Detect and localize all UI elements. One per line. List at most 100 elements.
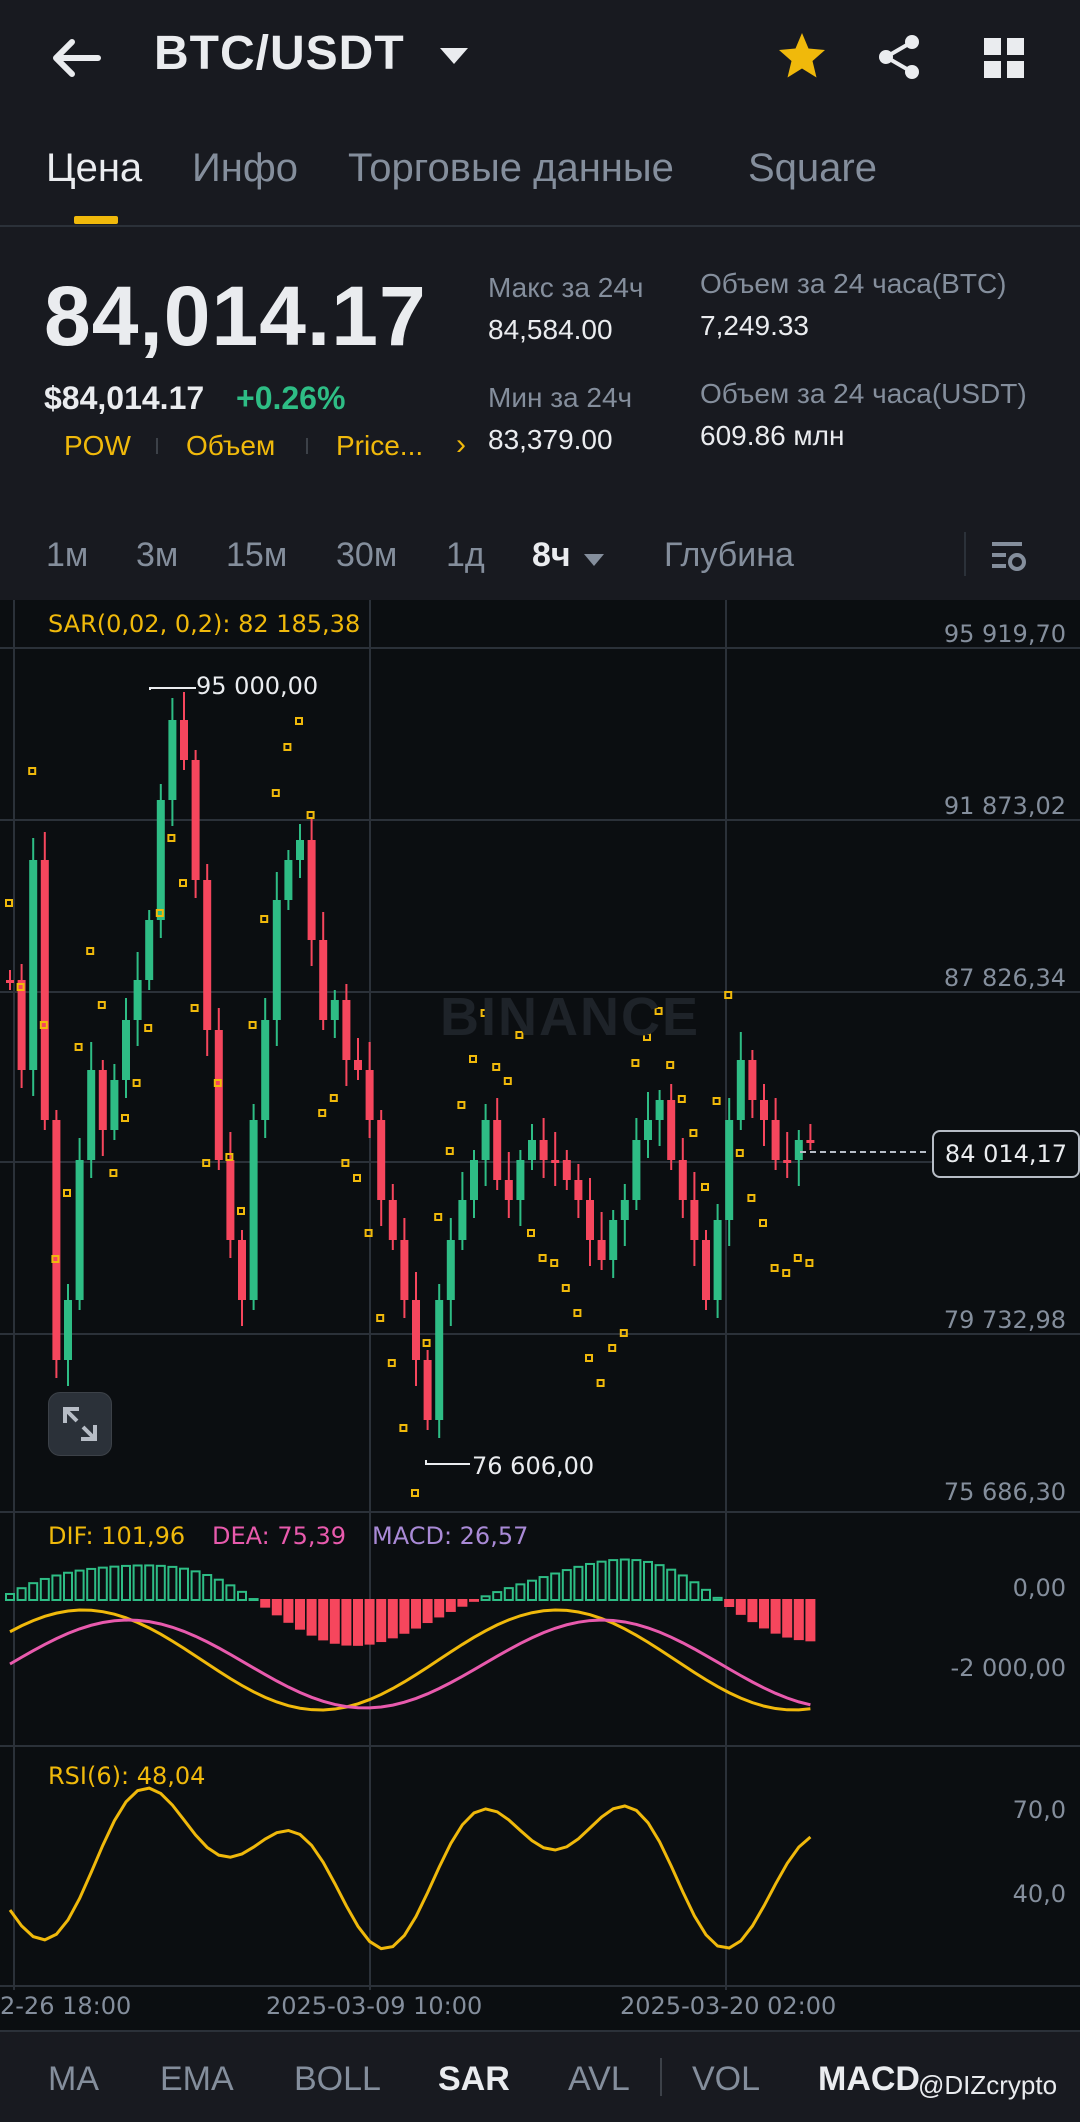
candle-body	[238, 1240, 246, 1300]
candle-body	[203, 880, 212, 1030]
candle-body	[586, 1200, 594, 1240]
macd-bar	[260, 1599, 271, 1608]
macd-bar	[770, 1599, 781, 1634]
tab-price[interactable]: Цена	[46, 146, 143, 190]
candle-body	[806, 1140, 815, 1143]
macd-axis-label: -2 000,00	[950, 1654, 1066, 1682]
tab-trading-data[interactable]: Торговые данные	[348, 146, 674, 190]
tag-pow[interactable]: POW	[64, 430, 131, 461]
sar-dot	[271, 789, 280, 797]
pair-dropdown-caret-icon[interactable]	[440, 48, 468, 64]
sar-dot	[51, 1255, 60, 1263]
macd-bar	[399, 1599, 410, 1634]
candle-body	[597, 1240, 606, 1260]
sar-dot	[527, 1229, 535, 1237]
candle-body	[713, 1220, 722, 1300]
candle-body	[725, 1120, 734, 1220]
sar-dot	[190, 1004, 199, 1012]
sar-dot	[712, 1097, 721, 1105]
candle-body	[365, 1070, 374, 1120]
divider	[964, 532, 966, 576]
tab-info[interactable]: Инфо	[192, 146, 298, 190]
candle-body	[609, 1220, 618, 1260]
macd-bar	[202, 1574, 213, 1601]
macd-bar	[735, 1599, 746, 1615]
candle-body	[783, 1160, 792, 1163]
back-arrow-icon[interactable]	[48, 34, 104, 82]
timeframe-1m[interactable]: 1м	[46, 536, 89, 574]
grid-menu-icon[interactable]	[982, 36, 1026, 80]
indicator-avl[interactable]: AVL	[568, 2060, 630, 2098]
sar-dot	[318, 1109, 327, 1117]
macd-bar	[666, 1568, 677, 1601]
macd-bar	[480, 1595, 491, 1601]
candle-body	[52, 1120, 61, 1360]
sar-dot	[132, 1079, 141, 1087]
candle-body	[412, 1300, 420, 1360]
macd-bar	[538, 1576, 549, 1602]
timeframe-1d[interactable]: 1д	[446, 536, 485, 574]
candle-body	[504, 1180, 513, 1200]
timeframe-8h[interactable]: 8ч	[532, 536, 571, 574]
indicator-vol[interactable]: VOL	[692, 2060, 761, 2098]
chart-settings-icon[interactable]	[988, 536, 1028, 576]
timeframe-30m[interactable]: 30м	[336, 536, 398, 574]
macd-bar	[387, 1599, 398, 1639]
candle-body	[423, 1360, 432, 1420]
tab-square[interactable]: Square	[748, 146, 877, 190]
candle-body	[562, 1160, 571, 1180]
timeframe-15m[interactable]: 15м	[226, 536, 288, 574]
active-tab-indicator	[74, 216, 118, 224]
timeframe-caret-icon[interactable]	[584, 554, 604, 566]
indicator-macd[interactable]: MACD	[818, 2060, 920, 2098]
pair-title[interactable]: BTC/USDT	[154, 27, 405, 80]
macd-bar	[376, 1599, 387, 1643]
sar-dot	[16, 983, 25, 991]
tag-volume[interactable]: Объем	[186, 430, 276, 461]
price-axis-label: 79 732,98	[943, 1306, 1066, 1334]
macd-bar	[469, 1599, 479, 1602]
candle-body	[516, 1160, 525, 1200]
tags-more-chevron-icon[interactable]: ›	[456, 428, 466, 461]
candle-body	[98, 1070, 107, 1130]
candle-body	[655, 1100, 664, 1120]
candle-body	[678, 1160, 687, 1200]
candle-body	[574, 1180, 583, 1200]
rsi-label: RSI(6): 48,04	[48, 1762, 206, 1790]
sar-dot	[515, 1031, 524, 1039]
divider	[660, 2058, 662, 2096]
sar-dot	[503, 1077, 512, 1085]
sar-dot	[411, 1489, 419, 1497]
volume-usdt-label: Объем за 24 часа(USDT)	[700, 378, 1027, 409]
sar-dot	[654, 1007, 663, 1015]
candle-body	[214, 1030, 223, 1160]
indicator-ma[interactable]: MA	[48, 2060, 99, 2098]
macd-bar	[144, 1564, 155, 1601]
macd-bar	[631, 1559, 642, 1601]
low-24h-value: 83,379.00	[488, 424, 613, 455]
chart-canvas[interactable]	[0, 600, 1080, 2030]
sar-dot	[445, 1147, 454, 1155]
macd-bar	[561, 1569, 572, 1602]
sar-dot	[364, 1229, 373, 1237]
candle-body	[620, 1200, 629, 1220]
timeframe-3m[interactable]: 3м	[136, 536, 179, 574]
candle-body	[17, 980, 26, 1070]
sar-dot	[677, 1095, 686, 1103]
candle-body	[632, 1140, 641, 1200]
tag-price[interactable]: Price...	[336, 430, 424, 461]
fullscreen-button[interactable]	[48, 1392, 112, 1456]
favorite-star-icon[interactable]	[776, 30, 828, 82]
sar-dot	[735, 1149, 744, 1157]
candle-body	[354, 1060, 362, 1070]
indicator-boll[interactable]: BOLL	[294, 2060, 381, 2098]
kline-chart[interactable]: BINANCE SAR(0,02, 0,2): 82 185,38 95 919…	[0, 600, 1080, 2030]
macd-value-label: MACD: 26,57	[372, 1522, 529, 1550]
price-axis-label: 91 873,02	[943, 792, 1066, 820]
indicator-sar[interactable]: SAR	[438, 2060, 510, 2098]
share-icon[interactable]	[874, 32, 924, 82]
depth-tab[interactable]: Глубина	[664, 536, 794, 574]
macd-bar	[445, 1599, 456, 1612]
candle-body	[261, 1020, 270, 1120]
indicator-ema[interactable]: EMA	[160, 2060, 234, 2098]
